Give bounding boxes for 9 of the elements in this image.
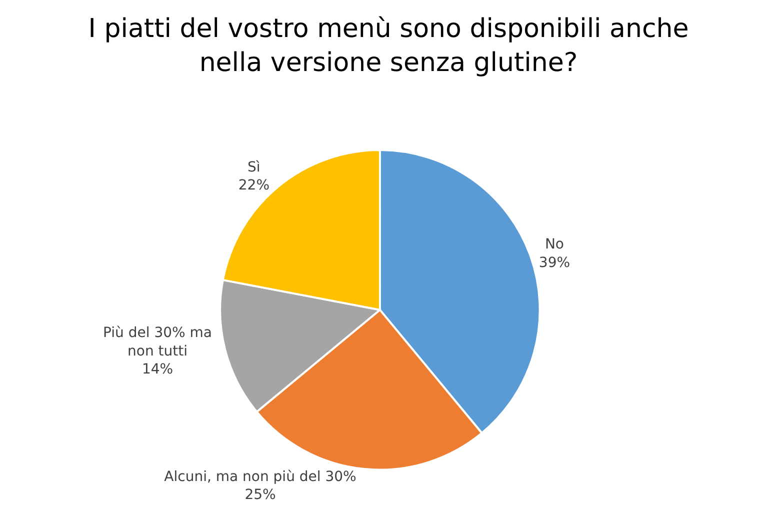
slice-label: Alcuni, ma non più del 30% <box>164 468 356 485</box>
chart-title: I piatti del vostro menù sono disponibili anche nella versione senza glutine? <box>88 14 689 78</box>
data-label: 14% <box>142 361 174 378</box>
data-label: 39% <box>538 254 570 271</box>
data-label: 25% <box>244 487 276 504</box>
slice-label: No <box>544 236 564 253</box>
slice-label: Sì <box>248 159 260 176</box>
slice-label: Più del 30% ma non tutti <box>103 325 212 360</box>
data-label: 22% <box>238 178 270 194</box>
